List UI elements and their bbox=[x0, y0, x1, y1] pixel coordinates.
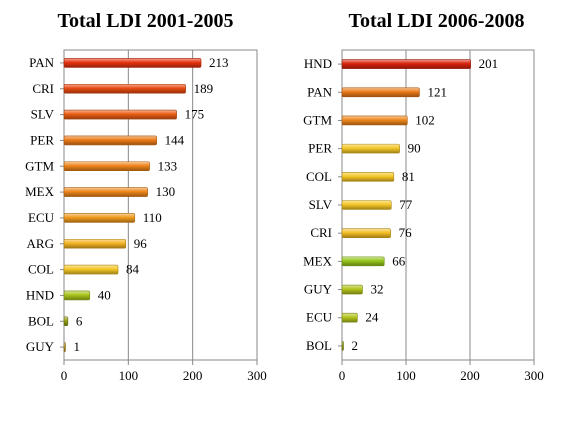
x-tick-label: 100 bbox=[119, 368, 139, 383]
x-tick-label: 0 bbox=[61, 368, 68, 383]
bar bbox=[63, 161, 150, 172]
chart-panel-2006-2008: Total LDI 2006-2008 0 100 200 300 HND 201 PAN 1… bbox=[291, 0, 582, 422]
data-label: 77 bbox=[399, 197, 413, 212]
data-label: 96 bbox=[134, 236, 148, 251]
bar bbox=[63, 109, 177, 120]
x-tick-label: 0 bbox=[339, 368, 346, 383]
data-label: 144 bbox=[165, 132, 185, 147]
bar bbox=[341, 59, 471, 69]
category-label: GTM bbox=[25, 158, 54, 173]
category-label: COL bbox=[306, 169, 332, 184]
data-label: 175 bbox=[185, 107, 205, 122]
bar-chart-2006-2008: 0 100 200 300 HND 201 PAN 121 GTM 102 PER 90 COL 81 SL… bbox=[303, 49, 544, 383]
data-label: 2 bbox=[352, 338, 359, 353]
bar bbox=[341, 143, 400, 154]
bar bbox=[341, 341, 344, 351]
bar bbox=[63, 316, 69, 327]
data-label: 90 bbox=[408, 141, 421, 156]
category-label: ECU bbox=[28, 210, 55, 225]
data-label: 84 bbox=[126, 262, 140, 277]
category-label: CRI bbox=[32, 81, 54, 96]
data-label: 110 bbox=[143, 210, 162, 225]
category-label: SLV bbox=[31, 107, 55, 122]
bar bbox=[341, 284, 363, 295]
category-label: COL bbox=[28, 262, 54, 277]
category-label: BOL bbox=[306, 338, 332, 353]
category-label: MEX bbox=[25, 184, 55, 199]
data-label: 133 bbox=[158, 158, 178, 173]
data-label: 40 bbox=[98, 287, 111, 302]
x-tick-label: 300 bbox=[247, 368, 267, 383]
bar bbox=[341, 172, 395, 182]
data-label: 201 bbox=[479, 56, 499, 71]
bar bbox=[63, 58, 202, 68]
category-label: HND bbox=[304, 56, 332, 71]
data-label: 130 bbox=[156, 184, 176, 199]
data-label: 213 bbox=[209, 55, 229, 70]
chart-title: Total LDI 2001-2005 bbox=[57, 10, 234, 32]
category-label: GUY bbox=[26, 339, 55, 354]
category-label: MEX bbox=[303, 253, 333, 268]
data-label: 189 bbox=[194, 81, 214, 96]
bar bbox=[341, 87, 420, 98]
plot-area bbox=[63, 49, 258, 361]
data-label: 24 bbox=[365, 310, 379, 325]
chart-panel-2001-2005: Total LDI 2001-2005 0 100 200 300 PAN 213 CRI 1… bbox=[25, 10, 267, 383]
bar bbox=[341, 312, 358, 323]
category-label: PER bbox=[308, 141, 332, 156]
bar bbox=[63, 83, 186, 94]
bar bbox=[341, 115, 408, 126]
data-label: 76 bbox=[399, 225, 413, 240]
bar bbox=[341, 200, 392, 210]
data-label: 102 bbox=[415, 112, 435, 127]
category-label: SLV bbox=[309, 197, 333, 212]
bar bbox=[63, 342, 66, 352]
category-label: ARG bbox=[27, 236, 54, 251]
x-tick-label: 100 bbox=[396, 368, 416, 383]
bar bbox=[63, 187, 148, 197]
data-label: 121 bbox=[427, 84, 447, 99]
x-tick-label: 300 bbox=[524, 368, 544, 383]
category-label: BOL bbox=[28, 313, 54, 328]
bar bbox=[63, 264, 119, 275]
bar bbox=[341, 256, 385, 267]
category-label: GUY bbox=[304, 282, 333, 297]
category-label: GTM bbox=[303, 112, 332, 127]
category-label: PAN bbox=[29, 55, 54, 70]
data-label: 32 bbox=[370, 282, 383, 297]
data-label: 81 bbox=[402, 169, 415, 184]
x-tick-label: 200 bbox=[183, 368, 203, 383]
data-label: 6 bbox=[76, 313, 83, 328]
bar bbox=[63, 238, 127, 249]
x-tick-label: 200 bbox=[460, 368, 480, 383]
category-label: ECU bbox=[306, 310, 333, 325]
category-label: PAN bbox=[307, 84, 332, 99]
data-label: 1 bbox=[74, 339, 81, 354]
bar bbox=[63, 135, 157, 146]
category-label: HND bbox=[26, 287, 54, 302]
chart-title: Total LDI 2006-2008 bbox=[348, 10, 525, 32]
category-label: PER bbox=[30, 132, 54, 147]
bar bbox=[63, 290, 91, 301]
bar bbox=[341, 228, 391, 238]
category-label: CRI bbox=[310, 225, 332, 240]
bar-chart-2001-2005: 0 100 200 300 PAN 213 CRI 189 SLV 175 PER 144 GTM 133… bbox=[25, 49, 267, 383]
data-label: 66 bbox=[392, 253, 406, 268]
bar bbox=[63, 213, 136, 223]
